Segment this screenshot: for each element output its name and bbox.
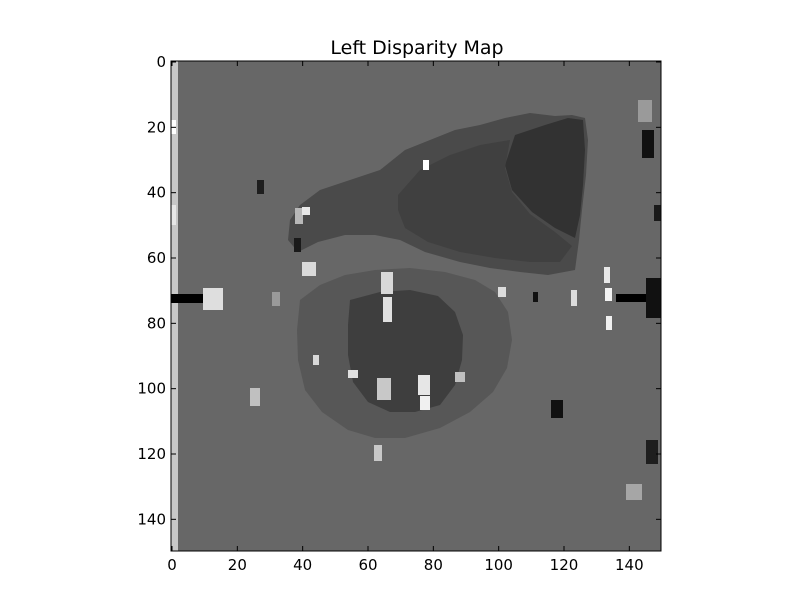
upper-right-mid xyxy=(398,140,572,262)
dark-fragment xyxy=(533,292,538,302)
y-tick-label: 20 xyxy=(147,118,166,136)
bright-fragment xyxy=(418,375,430,395)
bright-fragment xyxy=(295,208,303,224)
bright-fragment xyxy=(313,355,319,365)
light-fragment xyxy=(626,484,642,500)
left-black-bar xyxy=(171,294,203,303)
bright-fragment xyxy=(348,370,358,378)
lower-left-core xyxy=(348,290,463,412)
bright-fragment xyxy=(302,262,316,276)
bright-fragment xyxy=(423,160,429,170)
bright-fragment xyxy=(383,297,392,322)
bright-fragment xyxy=(377,378,391,400)
bright-fragment xyxy=(302,207,310,215)
bright-fragment xyxy=(571,290,577,306)
x-tick-label: 120 xyxy=(550,556,579,574)
bright-fragment xyxy=(272,292,280,306)
y-axis-ticks: 0 20 40 60 80 100 120 140 xyxy=(137,53,661,528)
y-tick-label: 140 xyxy=(137,510,166,528)
bright-fragment xyxy=(455,372,465,382)
bright-fragment xyxy=(250,388,260,406)
dark-fragment xyxy=(642,130,654,158)
bright-fragment xyxy=(420,396,430,410)
chart-title: Left Disparity Map xyxy=(330,37,503,59)
x-tick-label: 140 xyxy=(615,556,644,574)
y-tick-label: 60 xyxy=(147,249,166,267)
dark-fragment xyxy=(294,238,301,252)
x-tick-label: 80 xyxy=(424,556,443,574)
bright-fragment xyxy=(606,316,612,330)
dark-fragment xyxy=(551,400,563,418)
bright-fragment xyxy=(498,287,506,297)
y-tick-label: 100 xyxy=(137,380,166,398)
x-tick-label: 40 xyxy=(293,556,312,574)
right-black-bar xyxy=(616,294,656,302)
dark-fragment xyxy=(654,205,661,221)
x-tick-label: 100 xyxy=(484,556,513,574)
x-tick-label: 20 xyxy=(228,556,247,574)
left-border-bright-patch xyxy=(171,205,176,225)
left-border-strip xyxy=(171,61,178,551)
bright-fragment xyxy=(605,288,612,301)
y-tick-label: 80 xyxy=(147,314,166,332)
bright-fragment xyxy=(381,272,393,294)
x-tick-label: 0 xyxy=(167,556,177,574)
y-tick-label: 120 xyxy=(137,445,166,463)
axes-frame xyxy=(170,60,662,552)
bright-fragment xyxy=(604,267,610,283)
upper-right-core xyxy=(505,118,585,238)
disparity-image xyxy=(171,61,661,551)
light-fragment xyxy=(638,100,652,122)
right-dark-patch xyxy=(646,278,661,318)
dark-fragment xyxy=(646,440,658,464)
x-axis-ticks: 0 20 40 60 80 100 120 140 xyxy=(167,61,644,574)
left-bright-block xyxy=(203,288,223,310)
x-tick-label: 60 xyxy=(358,556,377,574)
bright-fragment xyxy=(374,445,382,461)
y-tick-label: 40 xyxy=(147,184,166,202)
y-tick-label: 0 xyxy=(156,53,166,71)
dark-fragment xyxy=(257,180,264,194)
